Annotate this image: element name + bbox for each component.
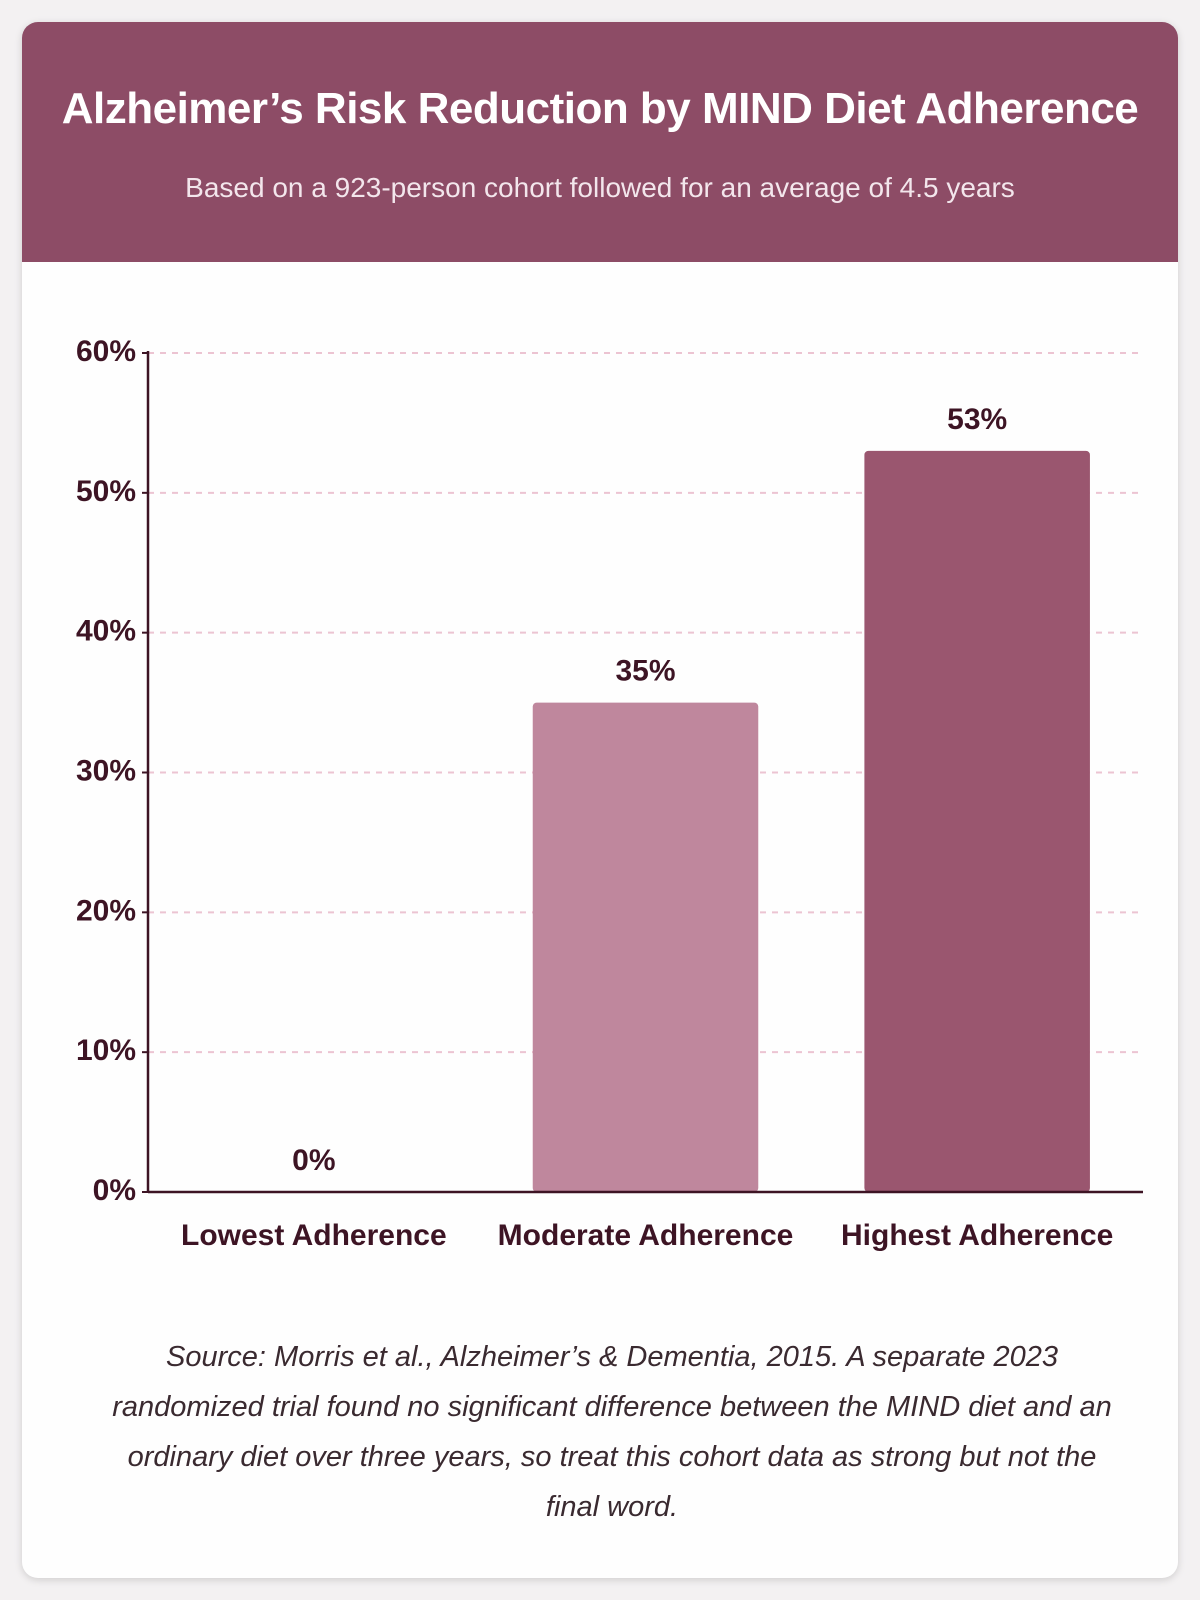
value-label: 0% — [292, 1144, 335, 1177]
header: Alzheimer’s Risk Reduction by MIND Diet … — [22, 22, 1178, 262]
y-tick-label: 60% — [76, 335, 136, 368]
y-tick-label: 20% — [76, 894, 136, 927]
y-tick-label: 30% — [76, 754, 136, 787]
y-tick-label: 40% — [76, 615, 136, 648]
y-tick-label: 50% — [76, 475, 136, 508]
value-label: 53% — [947, 403, 1007, 436]
card: Alzheimer’s Risk Reduction by MIND Diet … — [22, 22, 1178, 1578]
bar — [864, 450, 1090, 1193]
chart: 0% 10% 20% 30% 40% 50% 60% 0% Lowest Adherence 35… — [76, 335, 1143, 1252]
footnote: Source: Morris et al., Alzheimer’s & Dem… — [112, 1341, 1112, 1523]
bar — [532, 702, 759, 1192]
chart-subtitle: Based on a 923-person cohort followed fo… — [185, 172, 1015, 203]
x-tick-label: Moderate Adherence — [498, 1219, 794, 1252]
chart-title: Alzheimer’s Risk Reduction by MIND Diet … — [61, 84, 1139, 133]
y-tick-label: 10% — [76, 1034, 136, 1067]
value-label: 35% — [615, 655, 675, 688]
y-tick-label: 0% — [93, 1174, 136, 1207]
x-tick-label: Highest Adherence — [841, 1219, 1113, 1252]
x-tick-label: Lowest Adherence — [181, 1219, 447, 1252]
